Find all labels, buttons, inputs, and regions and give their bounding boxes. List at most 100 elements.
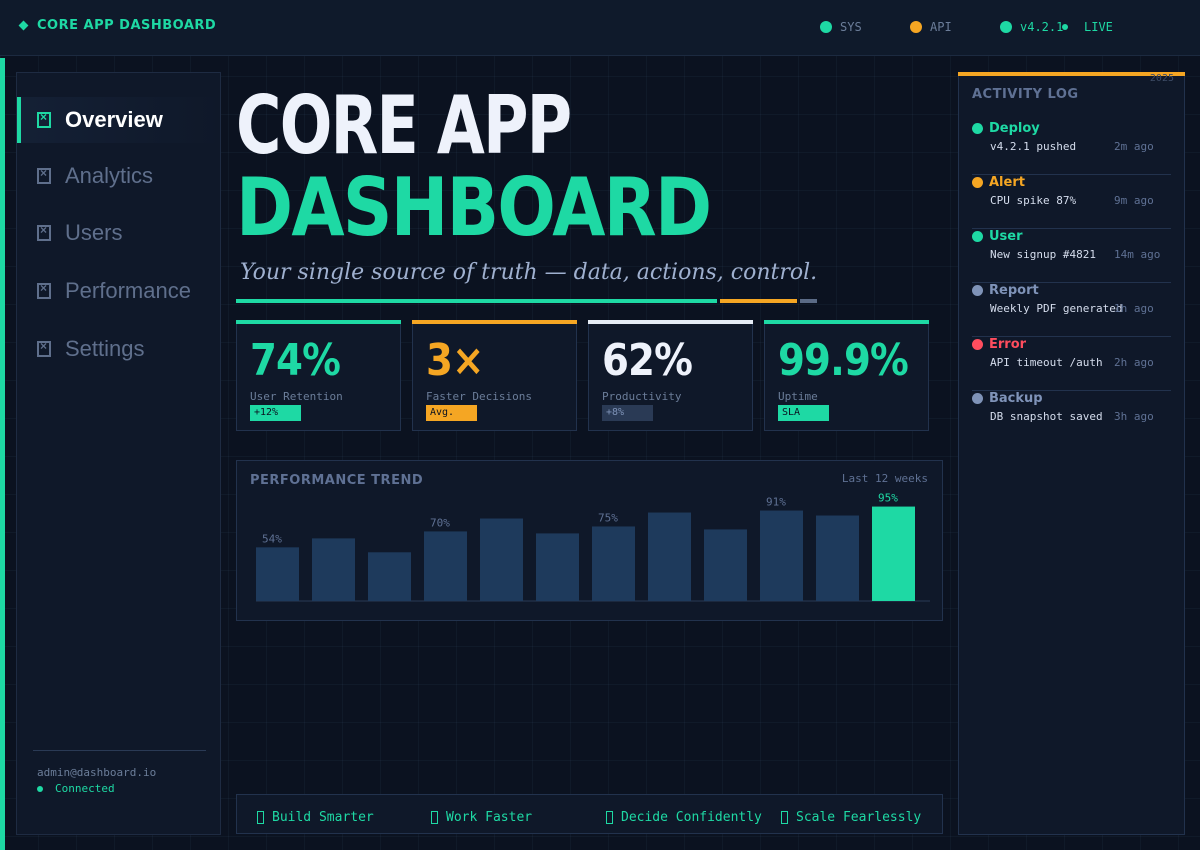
activity-item[interactable]: Alert CPU spike 87% 9m ago [972,175,1171,229]
bracket-icon [606,811,613,824]
activity-log: 2025 ACTIVITY LOG Deploy v4.2.1 pushed 2… [958,72,1185,835]
activity-item[interactable]: Deploy v4.2.1 pushed 2m ago [972,121,1171,175]
bracket-icon [257,811,264,824]
nav-icon [37,339,51,357]
connection-dot-icon [37,785,43,792]
activity-desc: API timeout /auth [990,356,1103,369]
user-email: admin@dashboard.io [37,766,157,779]
accent-bar-slate [800,299,817,303]
card-accent [412,320,577,324]
chart-data-label: 91% [766,496,786,509]
sidebar-item-users[interactable]: Users [17,210,220,256]
stat-value: 62% [602,335,693,386]
sidebar-item-performance[interactable]: Performance [17,268,220,314]
feature-item: Work Faster [431,810,532,825]
chart-bar[interactable] [816,515,859,601]
chart-title: PERFORMANCE TREND [250,473,424,488]
feature-label: Decide Confidently [621,810,762,825]
feature-item: Scale Fearlessly [781,810,921,825]
sidebar-item-overview[interactable]: Overview [17,97,220,143]
version-label: v4.2.1 [1020,20,1064,34]
performance-trend-chart: PERFORMANCE TREND Last 12 weeks 54% 70% 75… [236,460,943,621]
activity-desc: CPU spike 87% [990,194,1077,207]
chart-bar[interactable] [760,510,803,601]
sidebar: Overview Analytics Users Performance Set… [16,72,221,835]
chart-range: Last 12 weeks [841,472,928,485]
activity-dot-icon [972,231,983,242]
stat-card-productivity[interactable]: 62% Productivity +8% [588,320,753,431]
chart-bar[interactable] [704,529,747,601]
activity-time: 2h ago [1114,356,1154,369]
nav-icon [37,166,51,184]
stat-card-uptime[interactable]: 99.9% Uptime SLA [764,320,929,431]
activity-dot-icon [972,339,983,350]
chart-bar[interactable] [592,526,635,601]
chart-bar[interactable] [648,512,691,601]
brand[interactable]: CORE APP DASHBOARD [18,18,216,33]
status-api: API [910,20,952,34]
status-version: v4.2.1 [1000,20,1063,34]
nav-icon [37,110,51,128]
activity-desc: New signup #4821 [990,248,1096,261]
feature-label: Build Smarter [272,810,374,825]
activity-type: Deploy [989,121,1040,136]
activity-time: 1h ago [1114,302,1154,315]
sidebar-item-label: Settings [65,336,145,361]
chart-bar[interactable] [368,552,411,601]
activity-desc: Weekly PDF generated [990,302,1123,315]
stat-value: 99.9% [778,335,909,386]
accent-bar-teal [236,299,717,303]
activity-type: User [989,229,1023,244]
stat-value: 3× [426,335,485,386]
sidebar-divider [33,750,206,751]
sidebar-item-settings[interactable]: Settings [17,326,220,372]
stat-card-decisions[interactable]: 3× Faster Decisions Avg. [412,320,577,431]
status-dot-icon [820,21,832,33]
live-label: LIVE [1084,20,1113,34]
activity-desc: v4.2.1 pushed [990,140,1077,153]
activity-dot-icon [972,393,983,404]
hero-title-line2: DASHBOARD [236,161,712,254]
activity-item[interactable]: Report Weekly PDF generated 1h ago [972,283,1171,337]
card-accent [588,320,753,324]
sidebar-item-label: Analytics [65,163,154,188]
year-tag: 2025 [1149,73,1174,84]
chart-bar[interactable] [424,531,467,601]
stat-card-retention[interactable]: 74% User Retention +12% [236,320,401,431]
feature-label: Scale Fearlessly [796,810,922,825]
stat-label: Productivity [602,390,682,403]
nav-icon [37,281,51,299]
hero-tagline: Your single source of truth — data, acti… [240,260,818,285]
chart-bar[interactable] [256,547,299,601]
accent-rail [0,58,5,850]
card-accent [764,320,929,324]
chart-data-label: 70% [430,516,450,529]
accent-bar-orange [720,299,797,303]
chart-bar[interactable] [536,533,579,601]
stat-value: 74% [250,335,341,386]
connection-label: Connected [55,782,115,795]
activity-time: 14m ago [1114,248,1161,261]
status-label: API [930,20,952,34]
chart-bar[interactable] [480,518,523,601]
chart-data-label: 54% [262,532,282,545]
activity-time: 9m ago [1114,194,1154,207]
stat-badge: SLA [778,405,829,421]
stat-label: Uptime [778,390,818,403]
activity-dot-icon [972,123,983,134]
chart-bar[interactable] [872,506,915,601]
chart-bar[interactable] [312,538,355,601]
live-dot-icon [1062,24,1068,30]
activity-item[interactable]: Error API timeout /auth 2h ago [972,337,1171,391]
sidebar-item-analytics[interactable]: Analytics [17,153,220,199]
status-label: SYS [840,20,862,34]
status-live: LIVE [1062,20,1113,34]
activity-type: Error [989,337,1027,352]
activity-item[interactable]: Backup DB snapshot saved 3h ago [972,391,1171,445]
activity-title: ACTIVITY LOG [972,87,1079,102]
chart-svg: 54% 70% 75% 91% 95% [256,492,930,602]
activity-item[interactable]: User New signup #4821 14m ago [972,229,1171,283]
feature-item: Decide Confidently [606,810,762,825]
hero-title-line1: CORE APP [236,79,572,172]
feature-strip: Build Smarter Work Faster Decide Confide… [236,794,943,834]
